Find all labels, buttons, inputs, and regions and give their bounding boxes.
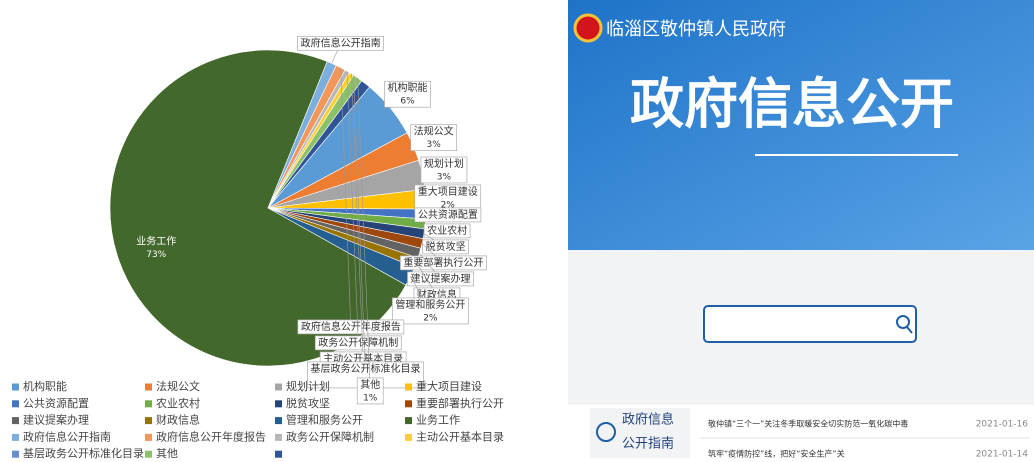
legend-swatch <box>145 383 152 391</box>
data-label: 重大项目建设 <box>418 185 478 198</box>
legend-label: 主动公开基本目录 <box>416 429 504 443</box>
legend-swatch <box>12 433 19 441</box>
legend-swatch <box>275 433 282 441</box>
legend-swatch <box>275 417 282 425</box>
site-panel: 临淄区敬仲镇人民政府 政府信息公开 政府信息 公开指南 敬仲镇“三个一”关注冬季… <box>568 0 1034 462</box>
legend-swatch <box>145 400 152 408</box>
data-label: 其他 <box>360 378 380 391</box>
data-label-box <box>297 35 384 51</box>
data-label: 6% <box>400 97 415 107</box>
data-label: 2% <box>441 200 456 210</box>
data-label-box <box>423 223 471 239</box>
data-label: 基层政务公开标准化目录 <box>311 362 421 375</box>
guide-button[interactable] <box>590 408 690 458</box>
data-label-box <box>384 80 431 108</box>
legend-label: 政府信息公开指南 <box>23 429 111 443</box>
legend-label: 政务公开保障机制 <box>286 429 374 443</box>
legend-swatch <box>145 417 152 425</box>
legend-label: 财政信息 <box>156 413 200 427</box>
data-label-box <box>410 124 458 152</box>
leader-line <box>351 73 364 359</box>
legend-swatch <box>12 383 19 391</box>
data-label: 管理和服务公开 <box>395 298 465 311</box>
data-label: 脱贫攻坚 <box>426 240 466 253</box>
legend-label: 政府信息公开年度报告 <box>156 429 266 443</box>
data-label-box <box>314 335 402 351</box>
guide-icon <box>596 422 616 442</box>
legend-swatch <box>145 450 152 458</box>
news-title[interactable]: 敬仲镇“三个一”关注冬季取暖安全切实防范一氧化碳中毒 <box>708 419 908 429</box>
legend-swatch <box>405 433 412 441</box>
legend-label: 建议提案办理 <box>23 413 89 427</box>
data-label: 农业农村 <box>427 224 467 237</box>
leader-line <box>346 71 359 343</box>
leader-line <box>353 75 366 375</box>
legend-label: 管理和服务公开 <box>286 413 363 427</box>
legend-label: 重要部署执行公开 <box>416 396 504 410</box>
data-label-box <box>420 156 468 184</box>
pie-chart: 机构职能6%法规公文3%规划计划3%重大项目建设2%公共资源配置农业农村脱贫攻坚… <box>12 35 504 460</box>
data-label: 法规公文 <box>414 125 454 138</box>
legend-swatch <box>405 383 412 391</box>
legend-label: 脱贫攻坚 <box>286 396 330 410</box>
data-label-box <box>407 271 474 287</box>
data-label: 机构职能 <box>387 81 427 94</box>
data-label: 政务公开保障机制 <box>318 336 398 349</box>
legend-label: 基层政务公开标准化目录 <box>23 446 144 460</box>
data-label: 业务工作 <box>136 234 176 247</box>
data-label-box <box>356 377 384 405</box>
search-icon-handle <box>906 326 913 334</box>
legend-swatch <box>275 400 282 408</box>
legend-label: 机构职能 <box>23 379 67 393</box>
legend-label: 规划计划 <box>286 379 330 393</box>
legend-label: 业务工作 <box>416 414 460 427</box>
legend-swatch <box>12 450 19 458</box>
legend-label: 法规公文 <box>156 379 200 393</box>
legend-swatch <box>405 417 412 425</box>
data-label-box <box>414 207 482 223</box>
data-label: 73% <box>146 250 166 260</box>
data-label: 3% <box>437 172 452 182</box>
legend-swatch <box>275 383 282 391</box>
data-label: 重要部署执行公开 <box>403 256 483 269</box>
banner-title: 政府信息公开 <box>630 73 954 136</box>
leader-line <box>340 67 352 327</box>
org-name: 临淄区敬仲镇人民政府 <box>606 19 786 40</box>
guide-label[interactable]: 政府信息 <box>622 412 674 428</box>
data-label: 建议提案办理 <box>410 272 470 285</box>
data-label: 政府信息公开指南 <box>301 36 381 49</box>
search-icon[interactable] <box>896 315 910 329</box>
legend-label: 重大项目建设 <box>416 379 482 393</box>
pie-slice <box>267 80 370 209</box>
emblem <box>573 13 603 43</box>
search-box[interactable] <box>703 305 917 343</box>
data-label-box <box>297 319 405 335</box>
data-label-box <box>400 255 487 271</box>
data-label-box <box>391 297 469 325</box>
news-date: 2021-01-16 <box>976 420 1029 430</box>
data-label: 公共资源配置 <box>418 208 478 221</box>
legend-swatch <box>405 400 412 408</box>
legend-swatch <box>275 450 282 458</box>
legend-swatch <box>12 400 19 408</box>
data-label: 3% <box>427 140 442 150</box>
data-label-box <box>422 239 469 255</box>
data-label-box <box>414 184 482 212</box>
data-label: 2% <box>423 313 438 323</box>
data-label: 1% <box>363 393 378 403</box>
legend-label: 公共资源配置 <box>23 396 89 410</box>
banner <box>568 0 1034 250</box>
legend-label: 其他 <box>156 447 178 460</box>
news-title[interactable]: 筑牢“疫情防控”线，把好“安全生产”关 <box>708 449 845 459</box>
data-label: 政府信息公开年度报告 <box>301 320 401 333</box>
news-date: 2021-01-14 <box>976 450 1029 460</box>
legend-swatch <box>145 433 152 441</box>
legend-swatch <box>12 417 19 425</box>
guide-label[interactable]: 公开指南 <box>622 436 674 452</box>
legend-label: 农业农村 <box>156 396 200 410</box>
leader-line <box>357 77 371 391</box>
data-label: 规划计划 <box>424 157 464 170</box>
